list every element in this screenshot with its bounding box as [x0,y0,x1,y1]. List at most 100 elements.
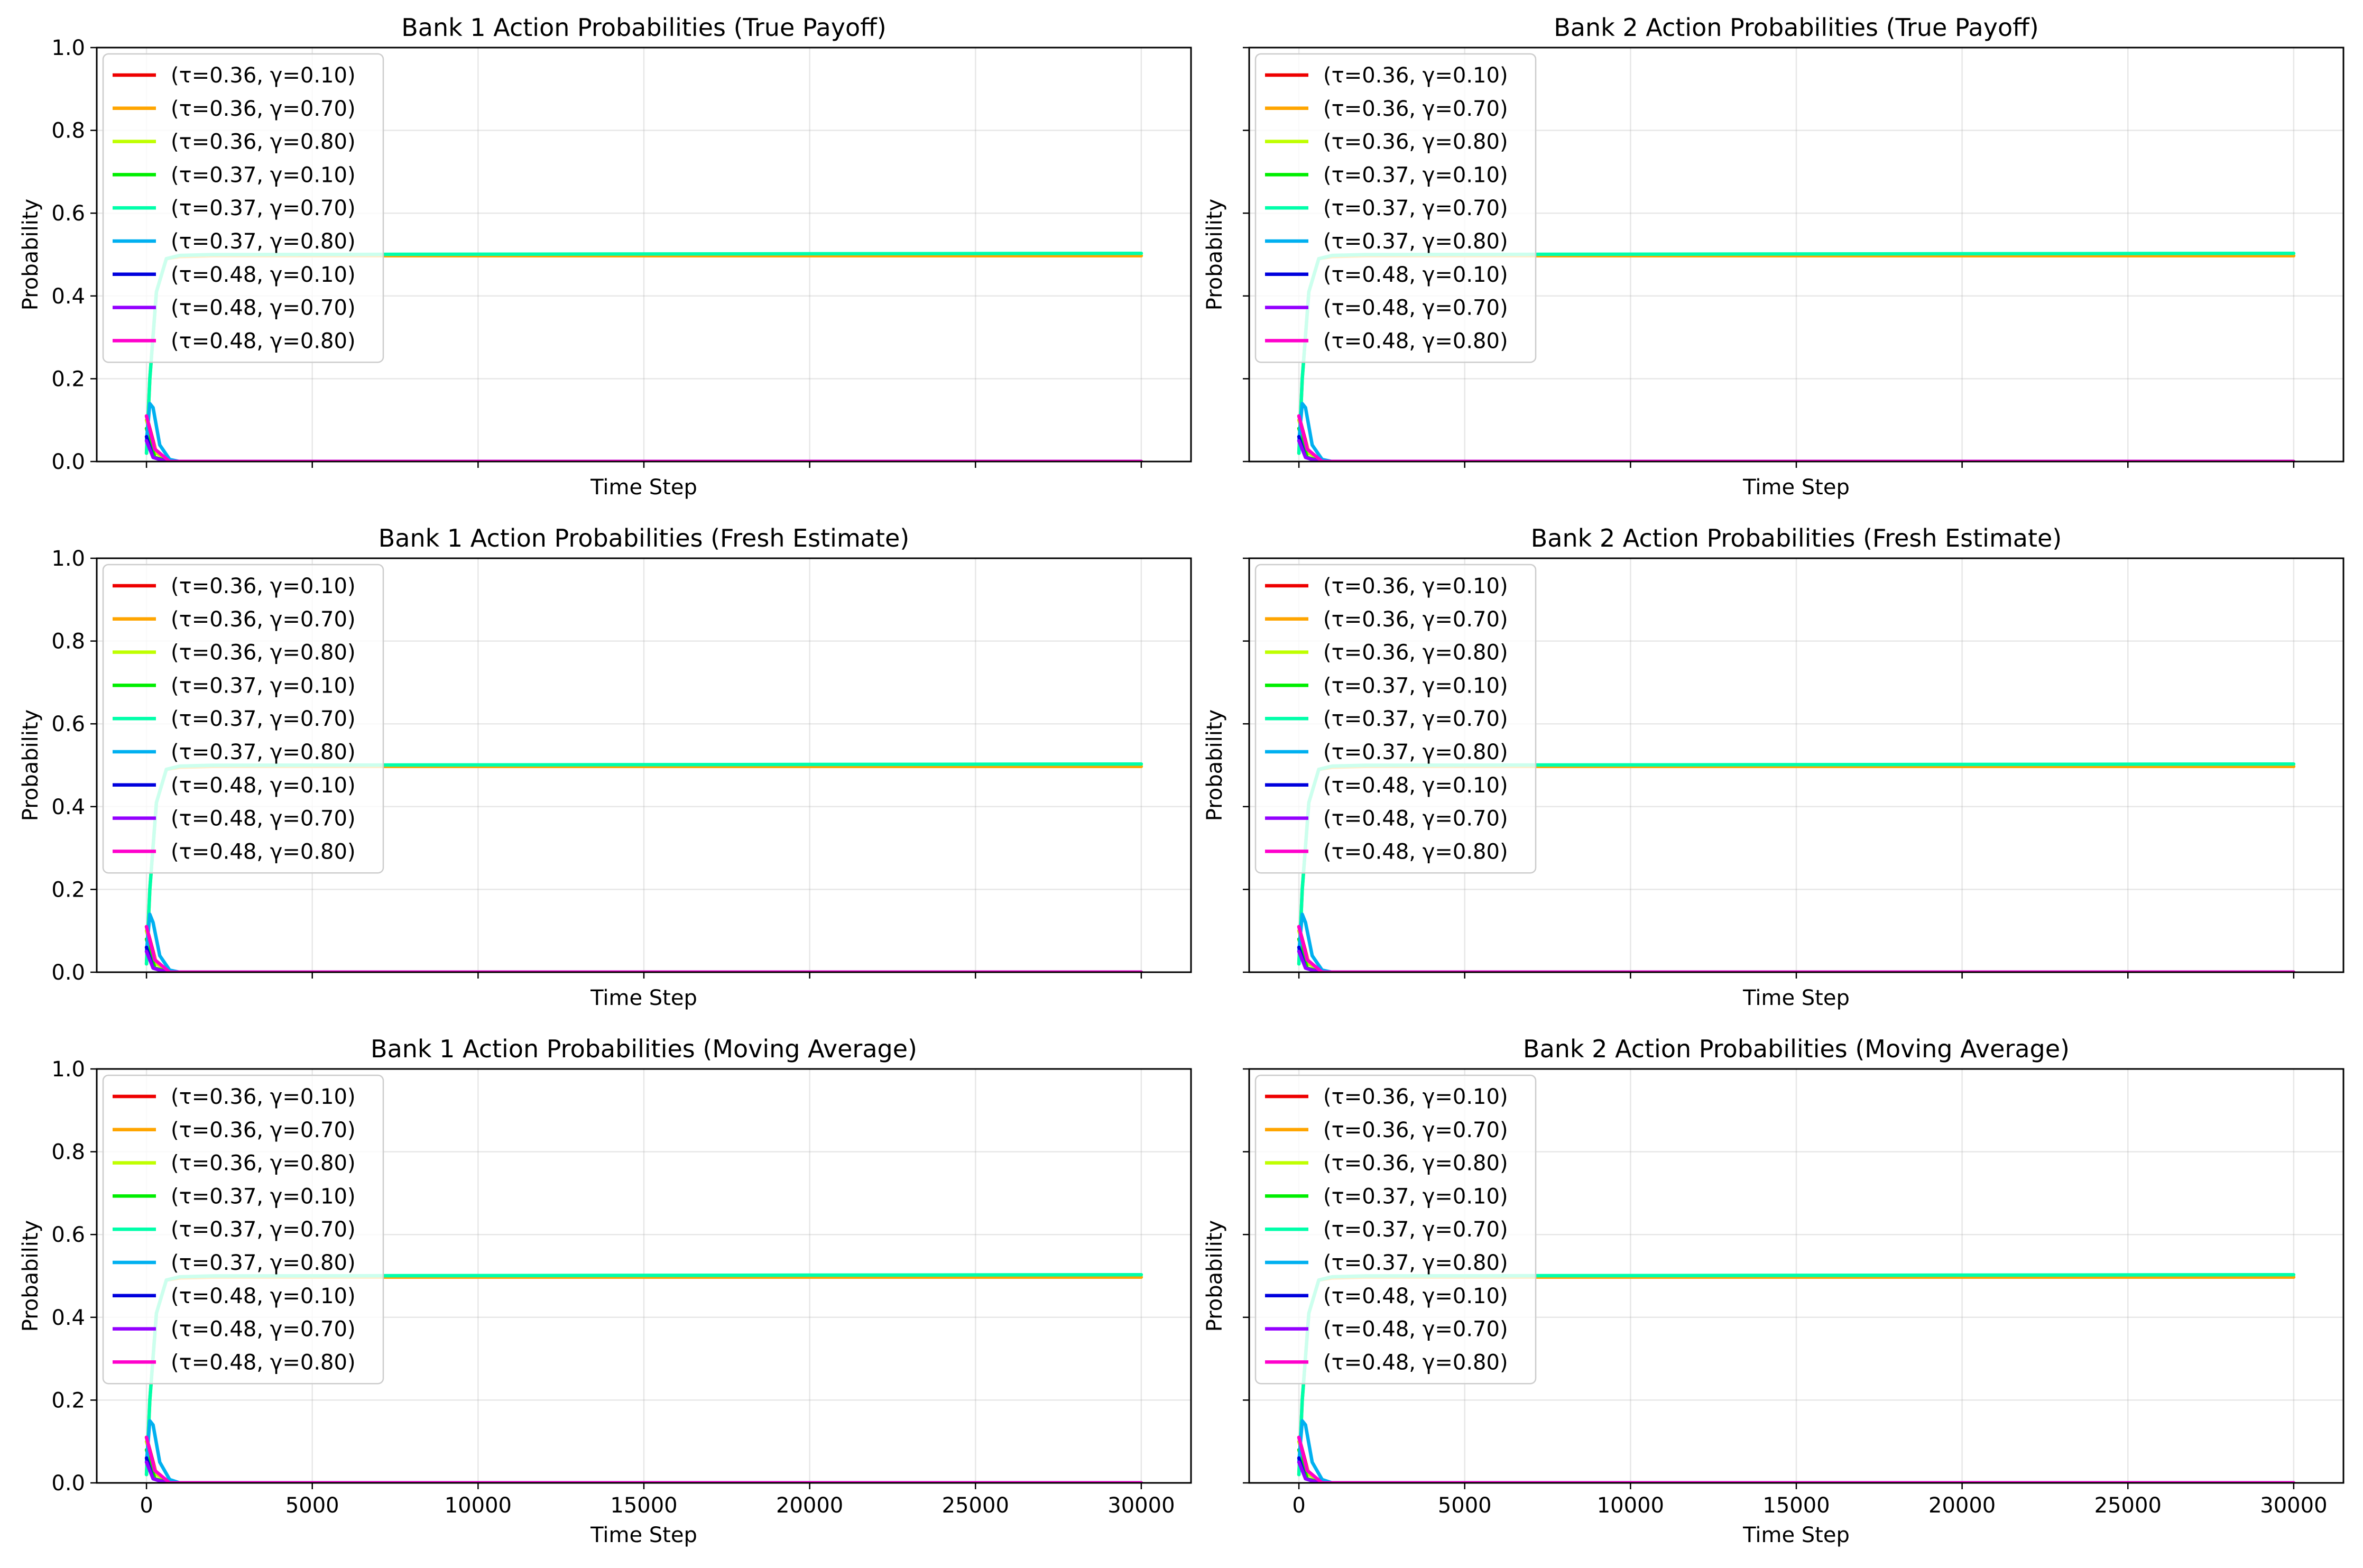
chart-0-ytick-label-3: 0.6 [51,201,85,226]
chart-5-legend-label-4: (τ=0.37, γ=0.70) [1323,1217,1508,1242]
chart-3-xlabel: Time Step [1742,986,1850,1010]
chart-0-legend-label-1: (τ=0.36, γ=0.70) [171,97,356,121]
chart-0-legend-label-6: (τ=0.48, γ=0.10) [171,263,356,287]
chart-4-legend-label-1: (τ=0.36, γ=0.70) [171,1118,356,1142]
chart-4-xtick-label-5: 25000 [942,1493,1009,1518]
chart-3-legend-label-8: (τ=0.48, γ=0.80) [1323,840,1508,864]
chart-3-ylabel: Probability [1203,709,1227,821]
chart-5-xtick-label-3: 15000 [1762,1493,1830,1518]
chart-5-legend-label-5: (τ=0.37, γ=0.80) [1323,1251,1508,1275]
chart-1-legend-label-4: (τ=0.37, γ=0.70) [1323,196,1508,220]
chart-0-ytick-label-2: 0.4 [51,284,85,309]
chart-5-legend-label-3: (τ=0.37, γ=0.10) [1323,1184,1508,1209]
chart-5-legend-label-0: (τ=0.36, γ=0.10) [1323,1085,1508,1109]
chart-4-xtick-label-0: 0 [140,1493,153,1518]
chart-1-legend-label-2: (τ=0.36, γ=0.80) [1323,130,1508,154]
chart-0-legend-label-0: (τ=0.36, γ=0.10) [171,63,356,88]
chart-3-series-5 [1297,912,2296,972]
chart-4-ytick-label-2: 0.4 [51,1306,85,1330]
chart-5-xtick-label-6: 30000 [2260,1493,2327,1518]
chart-5-legend-label-2: (τ=0.36, γ=0.80) [1323,1151,1508,1176]
chart-4-legend-label-0: (τ=0.36, γ=0.10) [171,1085,356,1109]
chart-4-legend-label-4: (τ=0.37, γ=0.70) [171,1217,356,1242]
chart-3-series-7 [1297,949,2296,972]
chart-0-ylabel: Probability [19,199,43,310]
chart-3-legend-label-3: (τ=0.37, γ=0.10) [1323,674,1508,698]
chart-2-legend-label-0: (τ=0.36, γ=0.10) [171,574,356,598]
chart-3: Bank 2 Action Probabilities (Fresh Estim… [1203,524,2344,1010]
chart-3-legend-label-6: (τ=0.48, γ=0.10) [1323,773,1508,798]
chart-5-xtick-label-1: 5000 [1438,1493,1492,1518]
chart-4-xtick-label-4: 20000 [776,1493,843,1518]
chart-2-legend-label-4: (τ=0.37, γ=0.70) [171,707,356,731]
chart-1-legend-label-1: (τ=0.36, γ=0.70) [1323,97,1508,121]
chart-2-series-5 [144,912,1143,972]
chart-4-series-5 [144,1419,1143,1483]
chart-5-series-5 [1297,1419,2296,1483]
chart-1-series-7 [1297,439,2296,462]
chart-1-legend-label-8: (τ=0.48, γ=0.80) [1323,329,1508,353]
chart-4-ytick-label-3: 0.6 [51,1223,85,1247]
chart-5: 0 5000 10000 15000 20000 25000 30000 Bank 2 Act… [1203,1035,2344,1547]
chart-0-series-5 [144,402,1143,462]
chart-4-xlabel: Time Step [590,1523,697,1547]
chart-5-xtick-label-5: 25000 [2094,1493,2162,1518]
chart-1-legend-box [1254,53,1537,363]
chart-5-legend-box [1254,1074,1537,1385]
chart-0: 0.0 0.2 0.4 0.6 0.8 1.0 Bank 1 Action Probabil… [19,13,1192,500]
chart-5-xtick-label-2: 10000 [1597,1493,1664,1518]
chart-1-legend-label-6: (τ=0.48, γ=0.10) [1323,263,1508,287]
chart-2-series-7 [144,949,1143,972]
chart-4-legend-label-6: (τ=0.48, γ=0.10) [171,1284,356,1308]
chart-2-legend-label-8: (τ=0.48, γ=0.80) [171,840,356,864]
chart-2-legend-label-5: (τ=0.37, γ=0.80) [171,740,356,764]
chart-1-ylabel: Probability [1203,199,1227,310]
chart-3-legend-box [1254,564,1537,874]
chart-0-ytick-label-5: 1.0 [51,36,85,60]
chart-1-legend-label-0: (τ=0.36, γ=0.10) [1323,63,1508,88]
chart-4-legend: (τ=0.36, γ=0.10) (τ=0.36, γ=0.70) (τ=0.36,… [102,1074,384,1385]
chart-1-series-8 [1297,414,2296,462]
chart-2-legend: (τ=0.36, γ=0.10) (τ=0.36, γ=0.70) (τ=0.36,… [102,564,384,874]
chart-2-legend-label-1: (τ=0.36, γ=0.70) [171,607,356,632]
chart-2-legend-label-6: (τ=0.48, γ=0.10) [171,773,356,798]
chart-2-ytick-label-2: 0.4 [51,795,85,819]
chart-1-legend-label-7: (τ=0.48, γ=0.70) [1323,296,1508,320]
chart-5-series-8 [1297,1435,2296,1483]
chart-0-series-8 [144,414,1143,462]
chart-1-legend-label-5: (τ=0.37, γ=0.80) [1323,229,1508,254]
chart-3-legend-label-1: (τ=0.36, γ=0.70) [1323,607,1508,632]
chart-5-legend-label-6: (τ=0.48, γ=0.10) [1323,1284,1508,1308]
chart-4-legend-label-8: (τ=0.48, γ=0.80) [171,1350,356,1375]
chart-4-xtick-label-1: 5000 [285,1493,339,1518]
chart-4-ytick-label-0: 0.0 [51,1471,85,1496]
chart-2-title: Bank 1 Action Probabilities (Fresh Estim… [379,524,909,552]
chart-5-title: Bank 2 Action Probabilities (Moving Aver… [1523,1035,2070,1063]
chart-3-legend: (τ=0.36, γ=0.10) (τ=0.36, γ=0.70) (τ=0.36,… [1254,564,1537,874]
chart-0-legend-label-7: (τ=0.48, γ=0.70) [171,296,356,320]
chart-0-series-7 [144,439,1143,462]
chart-2-legend-label-3: (τ=0.37, γ=0.10) [171,674,356,698]
chart-2-ytick-label-1: 0.2 [51,878,85,902]
chart-2-ytick-label-4: 0.8 [51,630,85,654]
chart-0-legend-box [102,53,384,363]
chart-3-legend-label-2: (τ=0.36, γ=0.80) [1323,641,1508,665]
chart-2-series-8 [144,925,1143,972]
chart-0-legend-label-2: (τ=0.36, γ=0.80) [171,130,356,154]
chart-4-legend-label-3: (τ=0.37, γ=0.10) [171,1184,356,1209]
chart-5-series-7 [1297,1460,2296,1483]
chart-1-legend: (τ=0.36, γ=0.10) (τ=0.36, γ=0.70) (τ=0.36,… [1254,53,1537,363]
chart-4-xtick-label-6: 30000 [1107,1493,1175,1518]
chart-3-legend-label-7: (τ=0.48, γ=0.70) [1323,807,1508,831]
chart-4-legend-label-2: (τ=0.36, γ=0.80) [171,1151,356,1176]
chart-4-series-7 [144,1460,1143,1483]
chart-0-title: Bank 1 Action Probabilities (True Payoff… [401,13,886,42]
chart-4-ytick-label-5: 1.0 [51,1057,85,1082]
chart-2-legend-box [102,564,384,874]
chart-4-legend-label-5: (τ=0.37, γ=0.80) [171,1251,356,1275]
chart-5-legend-label-1: (τ=0.36, γ=0.70) [1323,1118,1508,1142]
chart-0-legend-label-8: (τ=0.48, γ=0.80) [171,329,356,353]
chart-0-xlabel: Time Step [590,475,697,500]
chart-2-xlabel: Time Step [590,986,697,1010]
